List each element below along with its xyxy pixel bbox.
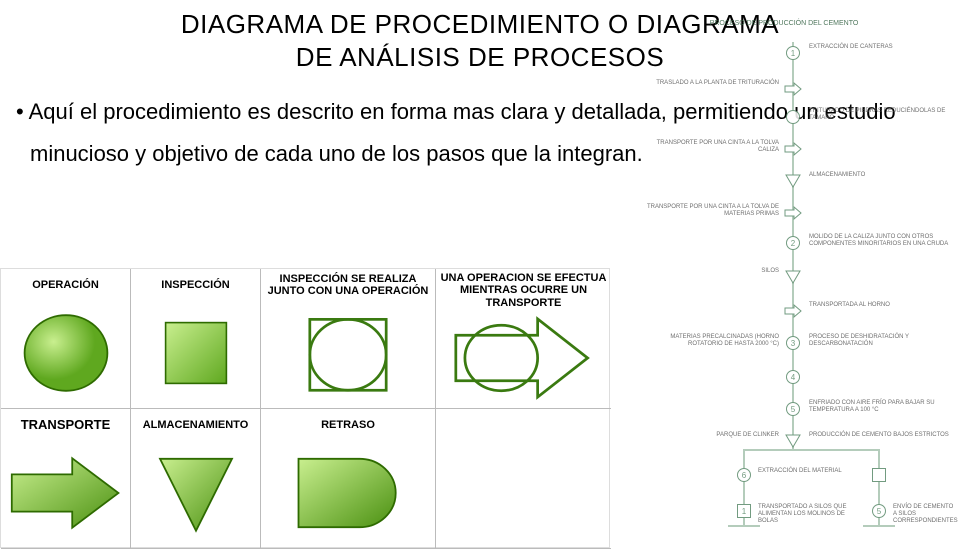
label-op-trans: UNA OPERACION SE EFECTUA MIENTRAS OCURRE… [436, 273, 611, 308]
storage-icon [131, 437, 260, 548]
flow-node: 1 [786, 46, 800, 60]
flow-step-label: TRASLADO A LA PLANTA DE TRITURACIÓN [656, 80, 779, 87]
label-delay: RETRASO [317, 413, 379, 437]
flow-step-label: PROCESO DE DESHIDRATACIÓN Y DESCARBONATA… [809, 334, 949, 348]
label-storage: ALMACENAMIENTO [139, 413, 253, 437]
flow-step-label: TRANSPORTE POR UNA CINTA A LA TOLVA DE M… [639, 204, 779, 218]
symbol-op-trans: UNA OPERACION SE EFECTUA MIENTRAS OCURRE… [436, 269, 611, 409]
flow-node: 2 [786, 236, 800, 250]
process-flowchart: PROCESO DE PRODUCCIÓN DEL CEMENTO 1 EXTRA… [614, 14, 954, 542]
flow-step-label: PARQUE DE CLINKER [716, 432, 779, 439]
flowchart-title: PROCESO DE PRODUCCIÓN DEL CEMENTO [710, 20, 859, 28]
flow-node: 3 [786, 336, 800, 350]
flow-branch-node [872, 468, 886, 482]
flow-step-label: MOLIDO DE LA CALIZA JUNTO CON OTROS COMP… [809, 234, 949, 248]
symbol-transport: TRANSPORTE [1, 409, 131, 549]
operation-icon [1, 297, 130, 408]
flow-step-label: TRITURADO DE PIEDRAS REDUCIÉNDOLAS DE TA… [809, 108, 949, 122]
flow-branch-node: 5 [872, 504, 886, 518]
symbol-delay: RETRASO [261, 409, 436, 549]
flow-node [784, 142, 802, 156]
flow-branch-node: 6 [737, 468, 751, 482]
flow-branch-label: TRANSPORTADO A SILOS QUE ALIMENTAN LOS M… [758, 504, 858, 525]
flow-node [785, 270, 801, 284]
flow-node [785, 434, 801, 448]
symbol-operation: OPERACIÓN [1, 269, 131, 409]
label-insp-op: INSPECCIÓN SE REALIZA JUNTO CON UNA OPER… [261, 273, 435, 297]
flow-step-label: TRANSPORTE POR UNA CINTA A LA TOLVA CALI… [639, 140, 779, 154]
flow-step-label: ALMACENAMIENTO [809, 172, 865, 179]
flow-node [785, 174, 801, 188]
title-line-2: DE ANÁLISIS DE PROCESOS [296, 42, 664, 72]
symbol-storage: ALMACENAMIENTO [131, 409, 261, 549]
symbol-inspection: INSPECCIÓN [131, 269, 261, 409]
symbol-insp-op: INSPECCIÓN SE REALIZA JUNTO CON UNA OPER… [261, 269, 436, 409]
label-operation: OPERACIÓN [28, 273, 103, 297]
flow-branch-node: 1 [737, 504, 751, 518]
flow-node: 5 [786, 402, 800, 416]
flow-node [784, 304, 802, 318]
flow-step-label: TRANSPORTADA AL HORNO [809, 302, 890, 309]
inspection-icon [131, 297, 260, 408]
flow-step-label: MATERIAS PRECALCINADAS (HORNO ROTATORIO … [639, 334, 779, 348]
flow-step-label: SILOS [761, 268, 779, 275]
symbol-legend: OPERACIÓN INSPECCIÓN INSPECCIÓN SE REALI… [0, 268, 610, 548]
insp-op-icon [261, 297, 435, 408]
flow-node [784, 206, 802, 220]
flow-branch-label: EXTRACCIÓN DEL MATERIAL [758, 468, 842, 475]
op-trans-icon [436, 308, 611, 408]
flow-node [784, 82, 802, 96]
delay-icon [261, 437, 435, 548]
flow-branch-label: ENVÍO DE CEMENTO A SILOS CORRESPONDIENTE… [893, 504, 958, 525]
label-transport: TRANSPORTE [17, 413, 115, 437]
symbol-empty [436, 409, 611, 549]
flow-step-label: PRODUCCIÓN DE CEMENTO BAJOS ESTRICTOS [809, 432, 949, 439]
flow-node [786, 110, 800, 124]
flow-step-label: ENFRIADO CON AIRE FRÍO PARA BAJAR SU TEM… [809, 400, 949, 414]
flow-step-label: EXTRACCIÓN DE CANTERAS [809, 44, 893, 51]
flow-node: 4 [786, 370, 800, 384]
transport-icon [1, 437, 130, 548]
label-inspection: INSPECCIÓN [157, 273, 233, 297]
